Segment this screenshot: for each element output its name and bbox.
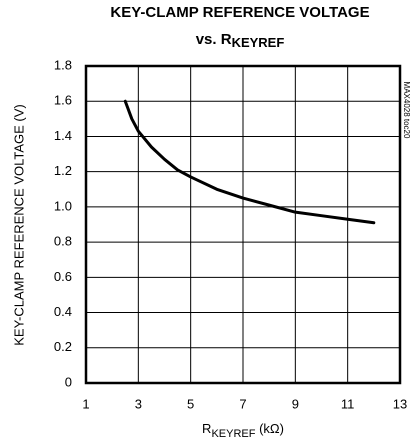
figure-note: MAX4028 toc20 (402, 82, 411, 139)
x-label-unit: (kΩ) (255, 421, 284, 436)
x-tick-label: 5 (187, 396, 194, 411)
x-tick-label: 1 (82, 396, 89, 411)
subtitle-sub: KEYREF (232, 35, 285, 50)
x-label-sub: KEYREF (211, 428, 255, 440)
plot-frame (84, 64, 402, 385)
y-tick-label: 0.4 (54, 304, 72, 319)
x-tick-label: 11 (341, 396, 355, 411)
x-tick-label: 13 (393, 396, 407, 411)
y-tick-label: 0.6 (54, 269, 72, 284)
chart-title: KEY-CLAMP REFERENCE VOLTAGE (110, 4, 369, 21)
x-tick-label: 7 (239, 396, 246, 411)
x-tick-label: 9 (292, 396, 299, 411)
data-line (123, 99, 376, 225)
y-tick-label: 1.4 (54, 128, 72, 143)
y-tick-label: 0.8 (54, 234, 72, 249)
x-axis-label: RKEYREF (kΩ) (202, 421, 284, 439)
x-tick-label: 3 (135, 396, 142, 411)
y-tick-label: 1.6 (54, 93, 72, 108)
subtitle-main: vs. R (196, 31, 232, 48)
y-tick-label: 0 (65, 374, 72, 389)
y-tick-label: 1.0 (54, 198, 72, 213)
chart-subtitle: vs. RKEYREF (196, 31, 285, 50)
x-label-main: R (202, 421, 211, 436)
y-tick-label: 1.8 (54, 57, 72, 72)
y-axis-label: KEY-CLAMP REFERENCE VOLTAGE (V) (11, 104, 26, 346)
y-tick-label: 1.2 (54, 163, 72, 178)
y-tick-label: 0.2 (54, 339, 72, 354)
